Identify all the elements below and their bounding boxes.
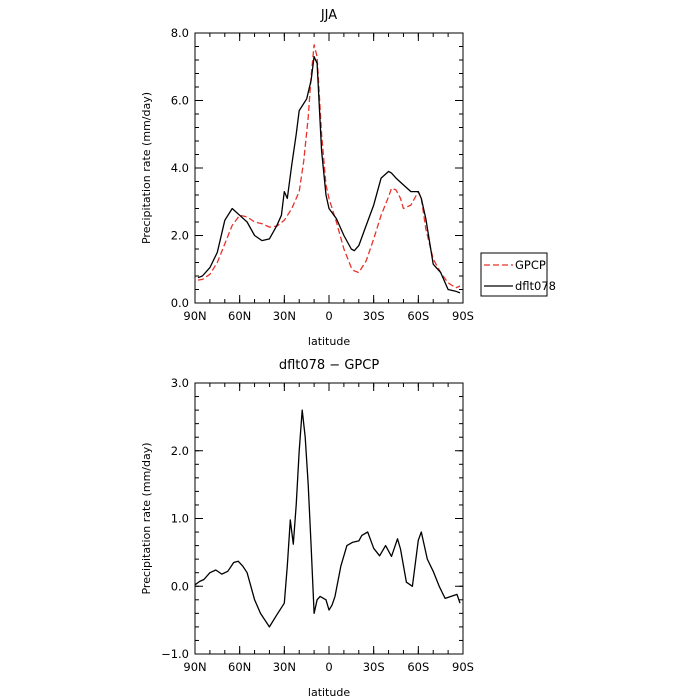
y-tick-label: 2.0 (171, 229, 189, 243)
x-tick-label: 30S (363, 660, 385, 674)
y-tick-label: 6.0 (171, 94, 189, 108)
x-axis-label: latitude (308, 335, 350, 348)
x-tick-label: 30S (363, 309, 385, 323)
x-tick-label: 90S (452, 309, 474, 323)
x-tick-label: 30N (273, 309, 296, 323)
x-tick-label: 90N (183, 309, 206, 323)
chart-title: dflt078 − GPCP (279, 358, 379, 373)
x-tick-label: 30N (273, 660, 296, 674)
top-panel-chart: 90N 60N 30N 0 30S 60S 90S 0.0 2.0 4.0 6.0 8.0 JJA lat… (140, 8, 556, 348)
series-line-gpcp (197, 44, 461, 289)
y-tick-label: 1.0 (171, 512, 189, 526)
chart-title: JJA (320, 8, 337, 23)
y-axis-label: Precipitation rate (mm/day) (140, 442, 153, 594)
x-tick-label: 60N (228, 660, 251, 674)
x-axis-label: latitude (308, 686, 350, 699)
y-tick-label: −1.0 (161, 647, 189, 661)
x-tick-label: 60S (407, 660, 429, 674)
x-tick-label: 0 (325, 309, 332, 323)
legend-label: dflt078 (515, 279, 556, 293)
bottom-panel-chart: 90N 60N 30N 0 30S 60S 90S −1.0 0.0 1.0 2.0 3.0 dflt0… (140, 358, 474, 699)
y-tick-label: 0.0 (171, 579, 189, 593)
x-tick-label: 60S (407, 309, 429, 323)
y-tick-label: 8.0 (171, 26, 189, 40)
series-line-difference (194, 409, 461, 628)
x-tick-label: 90N (183, 660, 206, 674)
plot-frame (194, 32, 464, 304)
x-tick-label: 90S (452, 660, 474, 674)
legend-label: GPCP (515, 258, 546, 272)
legend-box (480, 252, 548, 297)
x-tick-label: 60N (228, 309, 251, 323)
y-tick-label: 2.0 (171, 444, 189, 458)
x-tick-label: 0 (325, 660, 332, 674)
y-axis-label: Precipitation rate (mm/day) (140, 92, 153, 244)
y-tick-label: 0.0 (171, 296, 189, 310)
y-tick-label: 3.0 (171, 376, 189, 390)
plot-frame (194, 382, 464, 655)
series-line-dflt078 (197, 55, 461, 294)
y-tick-label: 4.0 (171, 161, 189, 175)
